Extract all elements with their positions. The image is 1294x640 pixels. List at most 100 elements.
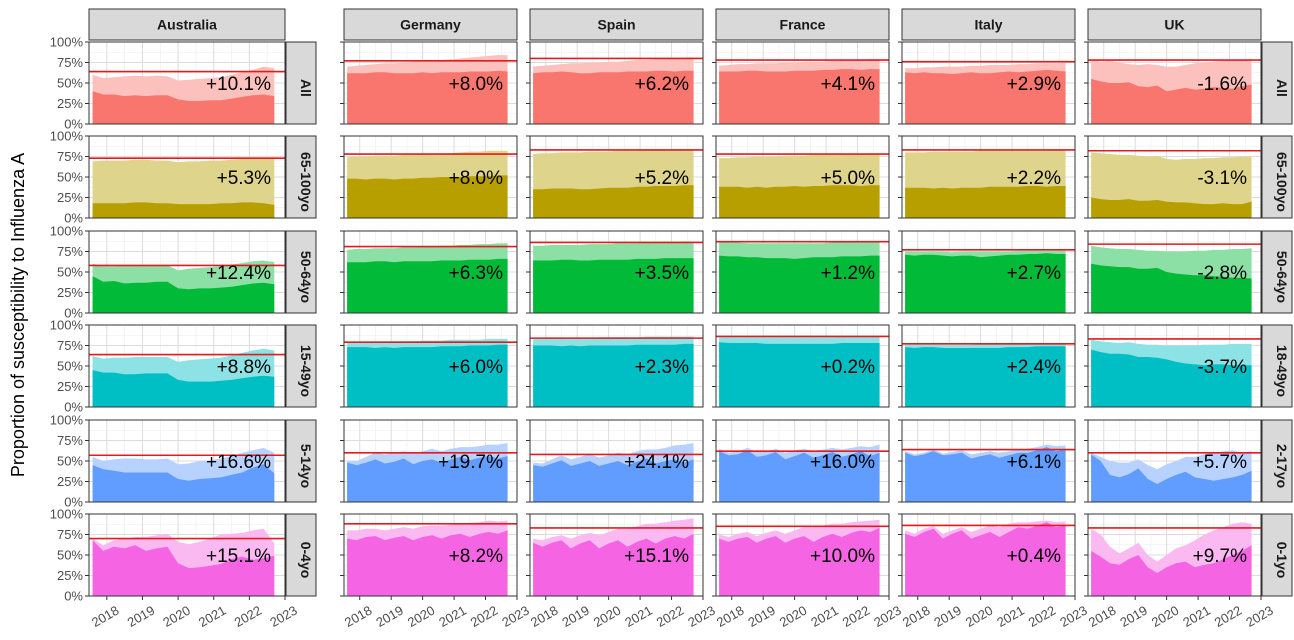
change-label: +10.0% <box>810 546 875 567</box>
lower-area <box>347 175 508 218</box>
facet-panel: +5.3% 0% 25% 50% 75% 100% <box>50 129 286 226</box>
y-tick-label: 0% <box>64 495 83 510</box>
lower-area <box>905 186 1066 218</box>
x-tick-label: 2021 <box>1180 603 1213 630</box>
facet-panel: +10.1% 0% 25% 50% 75% 100% <box>50 35 286 132</box>
lower-area <box>533 70 694 124</box>
x-tick-label: 2021 <box>994 603 1027 630</box>
age-group-label: 0-4yo <box>298 542 314 579</box>
lower-area <box>533 185 694 218</box>
facet-panel: +24.1% <box>526 419 704 503</box>
y-tick-label: 25% <box>57 96 83 111</box>
y-tick-label: 50% <box>57 170 83 185</box>
facet-panel: +8.0% <box>340 41 518 125</box>
x-tick-label: 2020 <box>160 603 193 630</box>
change-label: +8.2% <box>449 546 504 567</box>
age-group-label: 50-64yo <box>298 251 314 303</box>
change-label: +2.2% <box>1007 168 1062 189</box>
x-tick-label: 2018 <box>342 603 375 630</box>
age-group-label: 0-1yo <box>1274 542 1290 579</box>
change-label: +15.1% <box>624 546 689 567</box>
y-tick-label: 0% <box>64 306 83 321</box>
x-tick-label: 2019 <box>1117 603 1150 630</box>
facet-panel: +6.1% <box>898 419 1076 503</box>
lower-area <box>719 255 880 313</box>
row-strip <box>1261 135 1293 219</box>
facet-panel: +2.4% <box>898 324 1076 408</box>
y-tick-label: 50% <box>57 76 83 91</box>
change-label: -3.1% <box>1197 168 1247 189</box>
x-tick-label: 2022 <box>1212 603 1245 630</box>
lower-area <box>905 253 1066 313</box>
facet-panel: +15.1%0%25%50%75%100%2018 2019 2020 2021 202… <box>50 507 300 631</box>
lower-area <box>347 344 508 407</box>
change-label: +0.2% <box>821 357 876 378</box>
lower-area <box>905 522 1066 596</box>
x-tick-label: 2020 <box>963 603 996 630</box>
lower-area <box>533 343 694 407</box>
y-axis-label: Proportion of susceptibility to Influenz… <box>8 153 28 477</box>
x-tick-label: 2022 <box>232 603 265 630</box>
facet-panel: +0.2% <box>712 324 890 408</box>
facet-panel: +6.0% <box>340 324 518 408</box>
x-tick-label: 2023 <box>499 603 532 630</box>
change-label: +8.0% <box>449 168 504 189</box>
change-label: +12.4% <box>206 263 271 284</box>
facet-panel: +4.1% <box>712 41 890 125</box>
country-label: UK <box>1164 17 1184 33</box>
facet-panel: +5.2% <box>526 135 704 219</box>
age-group-label: 65-100yo <box>298 152 314 212</box>
lower-area <box>92 202 275 218</box>
change-label: +8.8% <box>217 357 272 378</box>
x-tick-label: 2021 <box>808 603 841 630</box>
y-tick-label: 75% <box>57 55 83 70</box>
change-label: +5.0% <box>821 168 876 189</box>
lower-area <box>92 540 275 596</box>
facet-panel: +5.0% <box>712 135 890 219</box>
country-label: Spain <box>597 17 635 33</box>
change-label: +0.4% <box>1007 546 1062 567</box>
x-tick-label: 2020 <box>1149 603 1182 630</box>
lower-area <box>347 530 508 596</box>
y-tick-label: 100% <box>50 129 84 144</box>
lower-area <box>719 450 880 502</box>
age-group-label: All <box>1274 79 1290 97</box>
change-label: +16.6% <box>206 452 271 473</box>
y-tick-label: 50% <box>57 454 83 469</box>
facet-panel: +19.7% <box>340 419 518 503</box>
x-tick-label: 2019 <box>745 603 778 630</box>
lower-area <box>92 91 275 124</box>
facet-panel: +1.2% <box>712 230 890 314</box>
change-label: +6.2% <box>635 74 690 95</box>
lower-area <box>533 258 694 313</box>
lower-area <box>719 527 880 596</box>
x-tick-label: 2019 <box>373 603 406 630</box>
x-tick-label: 2020 <box>591 603 624 630</box>
change-label: +1.2% <box>821 263 876 284</box>
x-tick-label: 2023 <box>871 603 904 630</box>
y-tick-label: 25% <box>57 474 83 489</box>
y-tick-label: 0% <box>64 211 83 226</box>
lower-area <box>1091 545 1252 596</box>
facet-panel: -2.8% <box>1084 230 1262 314</box>
change-label: +3.5% <box>635 263 690 284</box>
change-label: +6.3% <box>449 263 504 284</box>
country-label: France <box>780 17 826 33</box>
y-tick-label: 0% <box>64 117 83 132</box>
lower-area <box>719 69 880 124</box>
change-label: +4.1% <box>821 74 876 95</box>
y-tick-label: 50% <box>57 359 83 374</box>
lower-area <box>1091 349 1252 407</box>
lower-area <box>347 258 508 313</box>
x-tick-label: 2020 <box>777 603 810 630</box>
facet-panel: +6.2% <box>526 41 704 125</box>
facet-panel: +8.8% 0% 25% 50% 75% 100% <box>50 318 286 415</box>
age-group-label: 18-49yo <box>1274 345 1290 397</box>
column-strip <box>901 8 1076 41</box>
y-tick-label: 75% <box>57 338 83 353</box>
x-tick-label: 2018 <box>1086 603 1119 630</box>
x-tick-label: 2018 <box>714 603 747 630</box>
